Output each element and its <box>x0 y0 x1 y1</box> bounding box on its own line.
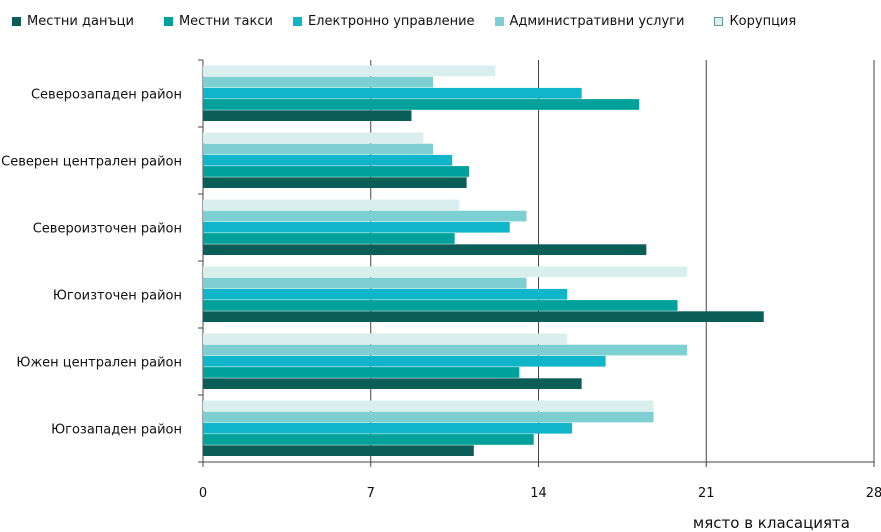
bar <box>203 333 568 345</box>
legend-label: Местни такси <box>178 14 273 29</box>
bar <box>203 277 527 289</box>
bar <box>203 434 534 445</box>
x-tick-label: 7 <box>367 486 375 501</box>
chart-legend: Местни данъци Местни такси Електронно упра… <box>12 14 796 29</box>
category-label: Югозападен район <box>51 423 182 438</box>
legend-label: Местни данъци <box>27 14 134 29</box>
bar <box>203 199 460 211</box>
category-label: Южен централен район <box>16 356 182 371</box>
bar <box>203 422 573 434</box>
bar <box>203 378 582 389</box>
x-tick-label: 21 <box>698 486 715 501</box>
legend-item: Местни такси <box>163 14 273 29</box>
category-label: Североизточен район <box>33 222 182 237</box>
bar <box>203 344 688 356</box>
category-label: Северозападен район <box>31 88 182 103</box>
bar <box>203 154 453 166</box>
category-label: Югоизточен район <box>53 289 182 304</box>
legend-swatch <box>494 17 504 26</box>
legend-item: Административни услуги <box>494 14 685 29</box>
bar <box>203 132 424 144</box>
bar <box>203 210 527 222</box>
bar <box>203 300 678 311</box>
bar <box>203 244 647 255</box>
legend-item: Корупция <box>714 14 796 29</box>
bar <box>203 311 764 322</box>
bar <box>203 288 568 300</box>
legend-swatch <box>163 17 173 26</box>
bar <box>203 400 654 412</box>
legend-label: Корупция <box>729 14 797 29</box>
bar <box>203 143 434 155</box>
bar <box>203 76 434 88</box>
legend-swatch <box>714 17 724 26</box>
x-tick-label: 0 <box>199 486 207 501</box>
bar <box>203 367 520 378</box>
category-label: Северен централен район <box>1 155 182 170</box>
bar <box>203 445 474 456</box>
bar <box>203 411 654 423</box>
legend-label: Електронно управление <box>307 14 475 29</box>
bar <box>203 266 688 278</box>
x-tick-label: 28 <box>866 486 881 501</box>
legend-swatch <box>292 17 302 26</box>
bar <box>203 87 582 99</box>
legend-item: Местни данъци <box>12 14 134 29</box>
bar <box>203 110 412 121</box>
bar <box>203 177 467 188</box>
legend-label: Административни услуги <box>509 14 685 29</box>
legend-swatch <box>12 17 21 26</box>
x-tick-label: 14 <box>530 486 547 501</box>
x-axis-title: място в класацията <box>693 514 850 532</box>
bar <box>203 355 606 367</box>
legend-item: Електронно управление <box>292 14 475 29</box>
bar <box>203 99 640 110</box>
bar <box>203 65 496 77</box>
bar <box>203 221 510 233</box>
bar <box>203 233 455 244</box>
bar <box>203 166 470 177</box>
